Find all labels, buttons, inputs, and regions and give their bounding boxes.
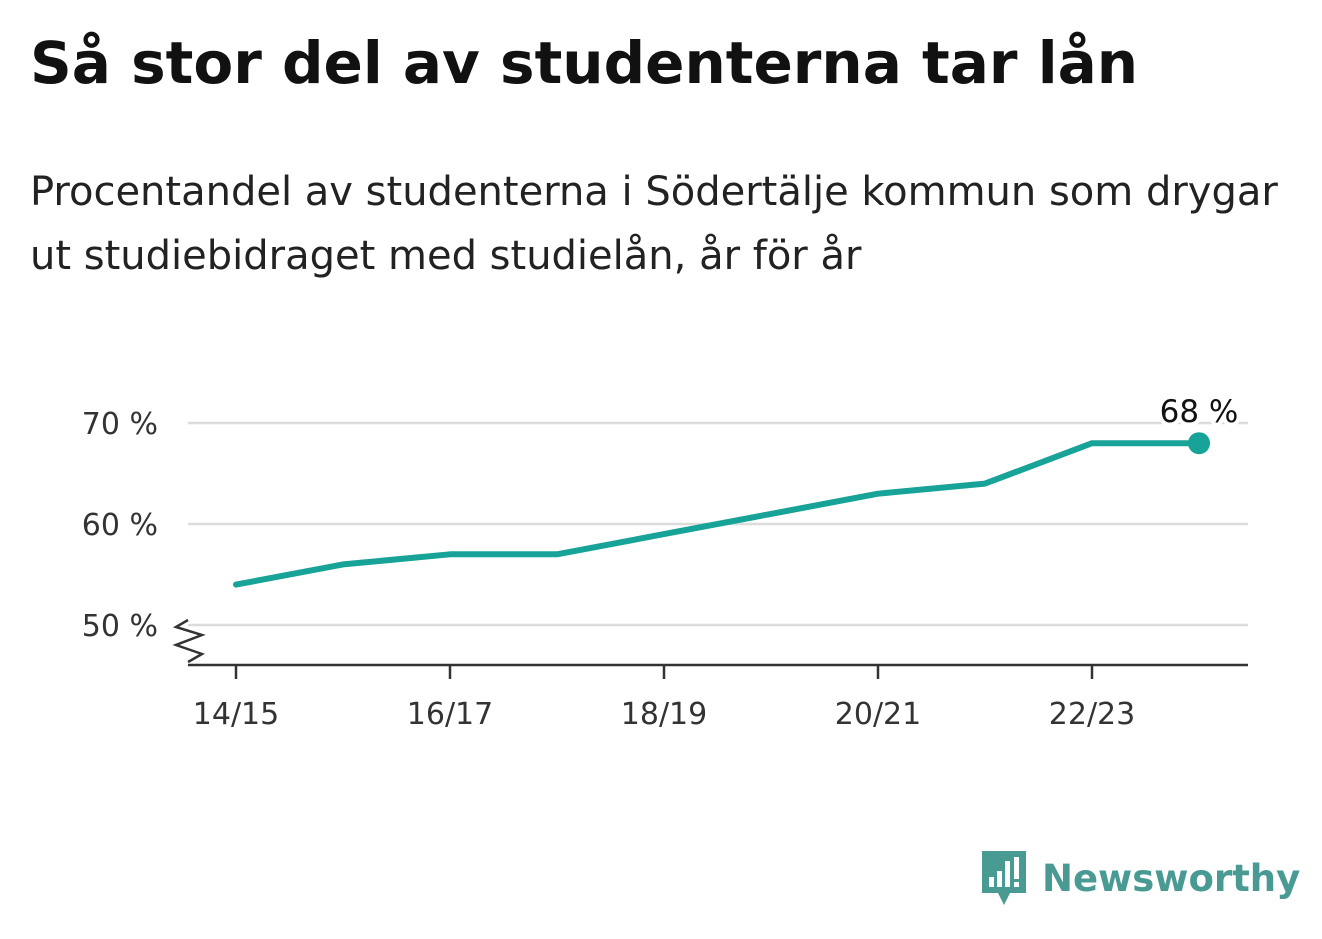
newsworthy-bar-chart-icon — [982, 851, 1026, 905]
brand-name: Newsworthy — [1042, 856, 1301, 900]
y-axis-break-icon — [172, 618, 206, 664]
x-tick-label: 20/21 — [835, 697, 921, 732]
x-tick-label: 18/19 — [621, 697, 707, 732]
x-tick-label: 22/23 — [1049, 697, 1135, 732]
last-value-label: 68 % — [1160, 394, 1239, 430]
series-line — [233, 440, 1202, 588]
brand-logo: Newsworthy — [980, 848, 1300, 908]
chart-title: Så stor del av studenterna tar lån — [30, 29, 1139, 97]
y-tick-label: 70 % — [82, 407, 158, 442]
x-tick-label: 16/17 — [407, 697, 493, 732]
chart-subtitle: Procentandel av studenterna i Södertälje… — [30, 169, 1278, 279]
y-tick-label: 50 % — [82, 609, 158, 644]
last-data-point — [1188, 432, 1210, 455]
y-tick-label: 60 % — [82, 508, 158, 543]
x-tick-label: 14/15 — [193, 697, 279, 732]
